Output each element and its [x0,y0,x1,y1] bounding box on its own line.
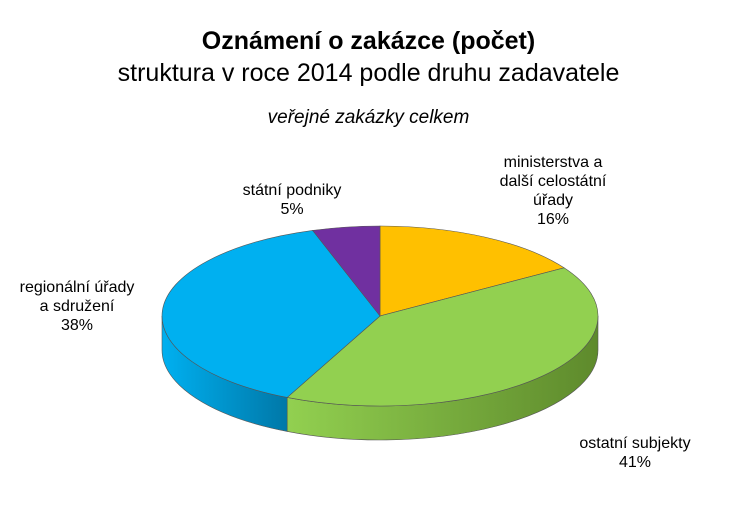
label-regionalni-line2: a sdružení [39,298,115,315]
data-label-regionalni: regionální úřady a sdružení 38% [2,278,152,335]
pie-slice-statni [312,225,381,317]
label-statni-value: 5% [280,201,304,218]
data-label-ostatni: ostatní subjekty 41% [555,434,715,472]
chart-subtitle-category: veřejné zakázky celkem [267,107,470,128]
label-ministerstva-value: 16% [536,211,570,228]
label-ministerstva-line3: úřady [532,192,574,209]
data-label-ministerstva: ministerstva a další celostátní úřady 16… [468,153,638,229]
label-regionalni-value: 38% [60,317,94,334]
label-ostatni-value: 41% [618,454,652,471]
chart-title: Oznámení o zakázce (počet) [201,27,536,55]
label-ostatni-line1: ostatní subjekty [579,435,691,452]
pie-slice-ministerstva [379,225,565,317]
label-ministerstva-line2: další celostátní [499,173,607,190]
pie-slice-ostatni [286,267,599,407]
chart-subtitle: struktura v roce 2014 podle druhu zadava… [117,59,620,87]
pie-slice-regionalni [161,230,381,398]
data-label-statni: státní podniky 5% [222,181,362,219]
label-regionalni-line1: regionální úřady [19,279,135,296]
label-ministerstva-line1: ministerstva a [503,154,603,171]
pie-tops [161,225,599,407]
label-statni-line1: státní podniky [242,182,342,199]
